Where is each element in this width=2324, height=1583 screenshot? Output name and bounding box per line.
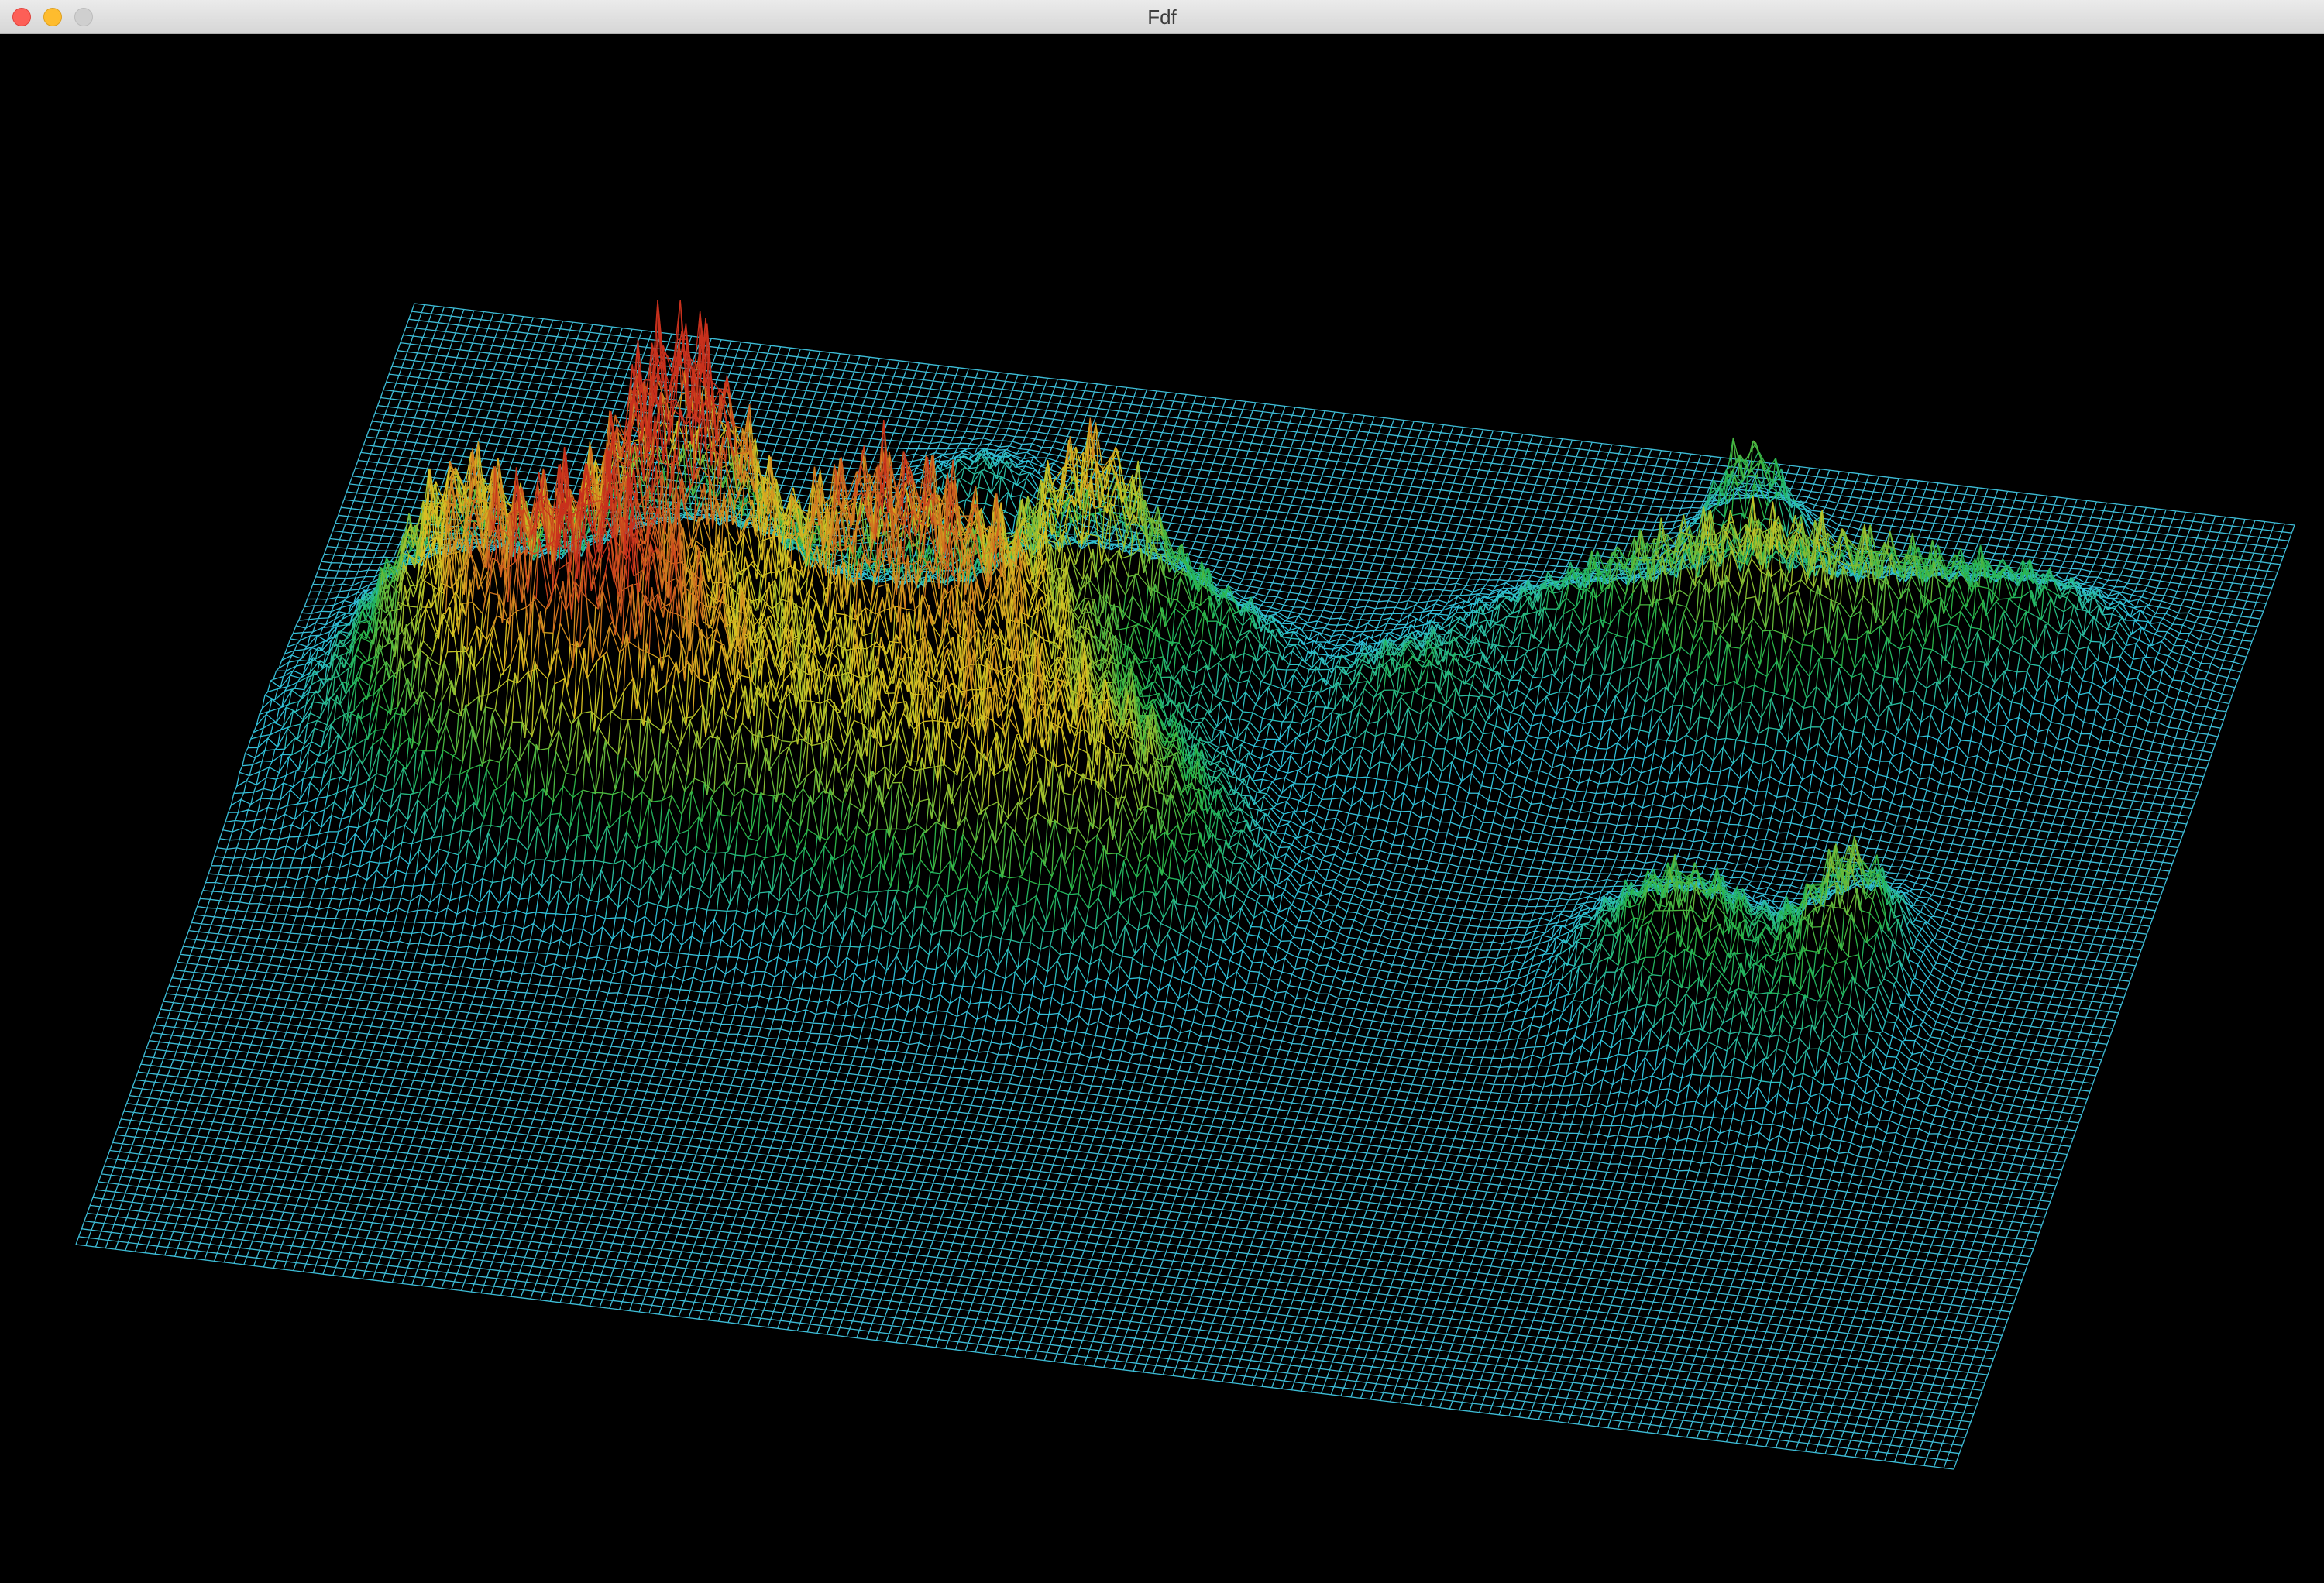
render-canvas[interactable] bbox=[0, 34, 2324, 1583]
window-title: Fdf bbox=[1147, 5, 1177, 29]
mesh-layer bbox=[657, 300, 686, 362]
minimize-icon[interactable] bbox=[43, 8, 62, 26]
mesh-layer bbox=[678, 331, 682, 350]
zoom-icon[interactable] bbox=[74, 8, 93, 26]
mesh-layer bbox=[75, 303, 2295, 1470]
title-bar[interactable]: Fdf bbox=[0, 0, 2324, 34]
wireframe-mesh bbox=[75, 300, 2295, 1470]
mesh-layer bbox=[651, 300, 706, 445]
close-icon[interactable] bbox=[12, 8, 31, 26]
wireframe-map bbox=[75, 300, 2295, 1470]
